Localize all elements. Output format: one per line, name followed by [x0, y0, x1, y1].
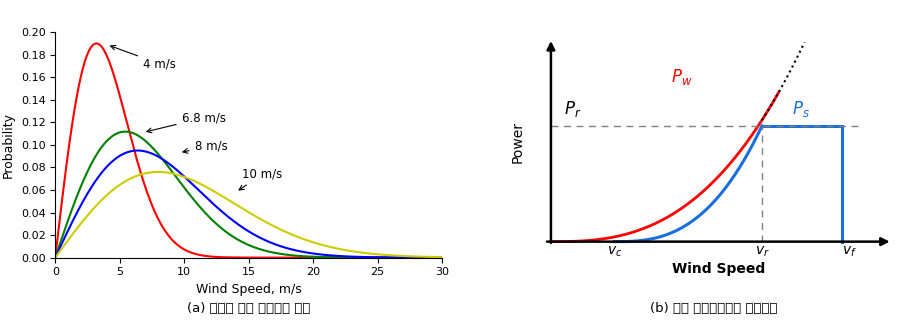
- Text: $P_r$: $P_r$: [565, 99, 582, 119]
- Text: (b) 풍력 발전시스템의 출력특성: (b) 풍력 발전시스템의 출력특성: [650, 302, 777, 315]
- Text: $P_w$: $P_w$: [671, 67, 693, 87]
- Text: 6.8 m/s: 6.8 m/s: [146, 111, 226, 133]
- Text: 10 m/s: 10 m/s: [239, 168, 283, 190]
- Text: (a) 풍속에 따른 레일레이 분포: (a) 풍속에 따른 레일레이 분포: [187, 302, 310, 315]
- Text: $v_r$: $v_r$: [754, 245, 769, 259]
- Text: Power: Power: [510, 121, 524, 163]
- X-axis label: Wind Speed, m/s: Wind Speed, m/s: [196, 283, 301, 296]
- Text: $v_c$: $v_c$: [607, 245, 623, 259]
- Text: 4 m/s: 4 m/s: [111, 45, 176, 70]
- Text: 8 m/s: 8 m/s: [183, 139, 227, 153]
- Text: $v_f$: $v_f$: [842, 245, 857, 259]
- Text: Wind Speed: Wind Speed: [671, 261, 765, 276]
- Y-axis label: Probability: Probability: [2, 112, 16, 178]
- Text: $P_s$: $P_s$: [792, 99, 810, 119]
